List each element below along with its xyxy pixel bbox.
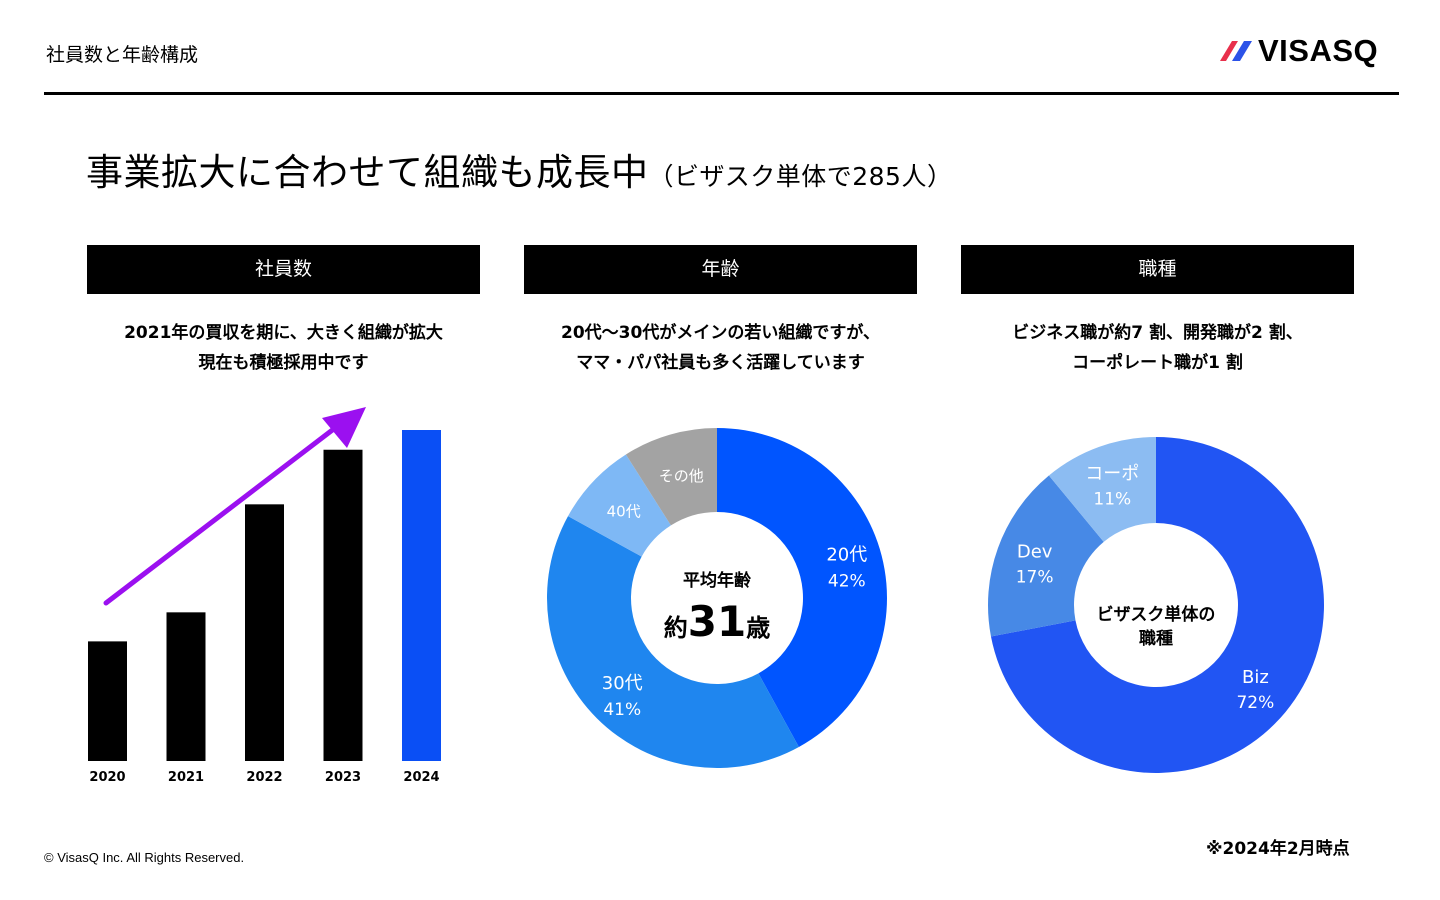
age-slice-2 <box>568 454 671 557</box>
bar-2022 <box>245 504 284 761</box>
as-of-note: ※2024年2月時点 <box>1206 839 1350 859</box>
average-age-part: 約 <box>664 614 688 642</box>
age-slice-value: 41% <box>603 700 641 720</box>
job-center-line: 職種 <box>1139 628 1173 649</box>
bar-2023 <box>323 449 363 761</box>
job-center-line: ビザスク単体の <box>1097 604 1216 625</box>
age-slice-1 <box>547 516 799 768</box>
age-slice-label: その他 <box>659 467 704 485</box>
average-age-label: 平均年齢 <box>683 570 752 591</box>
panel-header-age: 年齢 <box>524 245 917 294</box>
job-slice-label: コーポ <box>1085 464 1139 485</box>
job-slice-label: Biz <box>1242 667 1269 688</box>
job-slice-0 <box>990 437 1324 773</box>
x-tick-label: 2023 <box>325 770 361 785</box>
desc-line: コーポレート職が1 割 <box>1072 353 1243 373</box>
x-tick-label: 2022 <box>246 770 282 785</box>
copyright: © VisasQ Inc. All Rights Reserved. <box>44 850 245 865</box>
desc-line: 20代～30代がメインの若い組織ですが、 <box>561 323 880 343</box>
logo-slash-icon <box>1220 41 1252 61</box>
bar-2024 <box>402 430 441 761</box>
bar-2021 <box>166 612 206 761</box>
job-slice-value: 17% <box>1016 567 1054 587</box>
job-slice-2 <box>1048 437 1156 542</box>
age-slice-0 <box>717 428 888 747</box>
top-divider <box>44 92 1399 95</box>
panel-header-job: 職種 <box>961 245 1354 294</box>
age-slice-label: 20代 <box>826 545 867 566</box>
x-tick-label: 2024 <box>403 770 439 785</box>
average-age-part: 歳 <box>746 614 770 642</box>
panel-desc-job: ビジネス職が約7 割、開発職が2 割、 コーポレート職が1 割 <box>941 318 1374 378</box>
headline-sub: （ビザスク単体で285人） <box>648 162 953 191</box>
bar-2020 <box>88 641 127 761</box>
x-tick-label: 2020 <box>89 770 125 785</box>
logo-text: VISASQ <box>1258 33 1379 68</box>
headline: 事業拡大に合わせて組織も成長中（ビザスク単体で285人） <box>86 142 952 196</box>
age-slice-label: 30代 <box>602 673 643 694</box>
growth-arrow-shaft <box>103 425 338 606</box>
growth-arrow-head-icon <box>322 407 366 448</box>
job-slice-label: Dev <box>1017 541 1053 562</box>
job-slice-1 <box>988 475 1104 637</box>
average-age-value: 約31歳 <box>664 597 770 646</box>
panel-desc-age: 20代～30代がメインの若い組織ですが、 ママ・パパ社員も多く活躍しています <box>504 318 937 378</box>
job-slice-value: 72% <box>1236 693 1274 713</box>
age-slice-value: 42% <box>828 572 866 592</box>
visasq-logo: VISASQ <box>1218 33 1398 69</box>
panel-header-headcount: 社員数 <box>87 245 480 294</box>
age-slice-label: 40代 <box>607 502 641 520</box>
job-slice-value: 11% <box>1093 490 1131 510</box>
average-age-part: 31 <box>688 597 746 646</box>
x-tick-label: 2021 <box>168 770 204 785</box>
desc-line: ママ・パパ社員も多く活躍しています <box>576 353 865 373</box>
page-label: 社員数と年齢構成 <box>46 44 199 66</box>
headline-main: 事業拡大に合わせて組織も成長中 <box>86 151 649 194</box>
desc-line: ビジネス職が約7 割、開発職が2 割、 <box>1012 323 1303 343</box>
panel-desc-headcount: 2021年の買収を期に、大きく組織が拡大 現在も積極採用中です <box>87 318 480 378</box>
age-slice-3 <box>625 428 717 526</box>
desc-line: 現在も積極採用中です <box>198 353 369 373</box>
desc-line: 2021年の買収を期に、大きく組織が拡大 <box>124 323 443 343</box>
